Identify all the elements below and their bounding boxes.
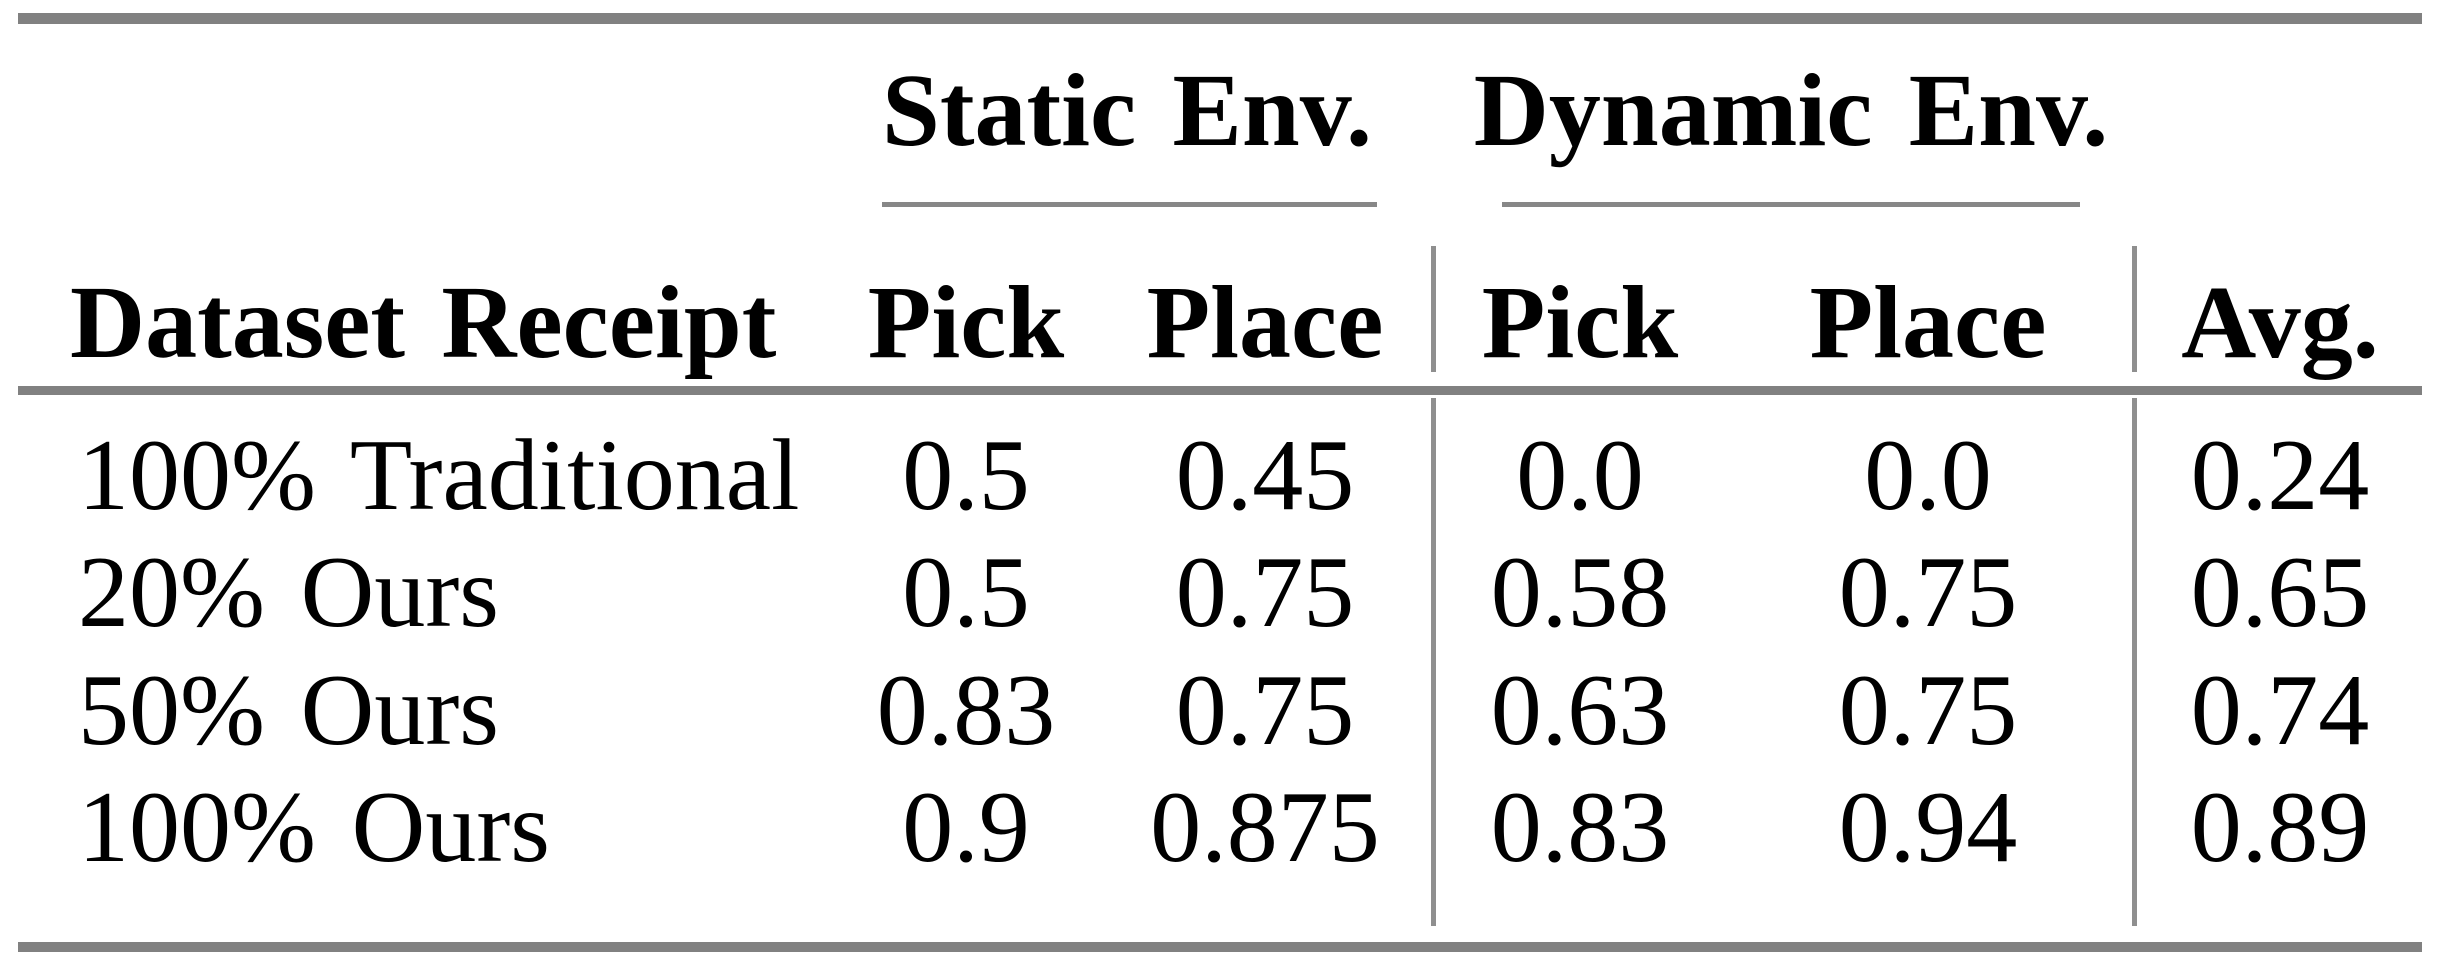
cell-value: 0.65 — [2190, 536, 2370, 649]
column-divider-2-body — [2132, 398, 2137, 926]
cell-value: 0.0 — [1864, 419, 1992, 532]
col-header-static-place: Place — [1146, 265, 1384, 380]
header-separator-rule — [18, 386, 2422, 395]
cell-value: 0.83 — [1490, 771, 1670, 884]
col-header-dynamic-pick: Pick — [1481, 265, 1679, 380]
row-label: 20% Ours — [78, 536, 499, 649]
col-header-dataset-receipt: Dataset Receipt — [70, 265, 777, 380]
col-header-static-pick: Pick — [867, 265, 1065, 380]
top-rule — [18, 13, 2422, 24]
row-label: 100% Ours — [78, 771, 550, 884]
cell-value: 0.63 — [1490, 654, 1670, 767]
cell-value: 0.5 — [902, 536, 1030, 649]
group-header-static-env: Static Env. — [881, 53, 1373, 168]
static-env-underline — [882, 202, 1377, 207]
cell-value: 0.89 — [2190, 771, 2370, 884]
cell-value: 0.875 — [1150, 771, 1380, 884]
group-header-dynamic-env: Dynamic Env. — [1473, 53, 2109, 168]
cell-value: 0.45 — [1175, 419, 1355, 532]
row-label: 100% Traditional — [78, 419, 800, 532]
dynamic-env-underline — [1502, 202, 2080, 207]
cell-value: 0.58 — [1490, 536, 1670, 649]
bottom-rule — [18, 942, 2422, 952]
cell-value: 0.75 — [1175, 536, 1355, 649]
row-label: 50% Ours — [78, 654, 499, 767]
col-header-avg: Avg. — [2181, 265, 2379, 380]
column-divider-2-header — [2132, 246, 2137, 372]
cell-value: 0.83 — [876, 654, 1056, 767]
column-divider-1-body — [1431, 398, 1436, 926]
cell-value: 0.24 — [2190, 419, 2370, 532]
cell-value: 0.9 — [902, 771, 1030, 884]
cell-value: 0.75 — [1175, 654, 1355, 767]
cell-value: 0.75 — [1838, 654, 2018, 767]
cell-value: 0.0 — [1516, 419, 1644, 532]
cell-value: 0.75 — [1838, 536, 2018, 649]
cell-value: 0.5 — [902, 419, 1030, 532]
cell-value: 0.74 — [2190, 654, 2370, 767]
column-divider-1-header — [1431, 246, 1436, 372]
col-header-dynamic-place: Place — [1809, 265, 2047, 380]
cell-value: 0.94 — [1838, 771, 2018, 884]
